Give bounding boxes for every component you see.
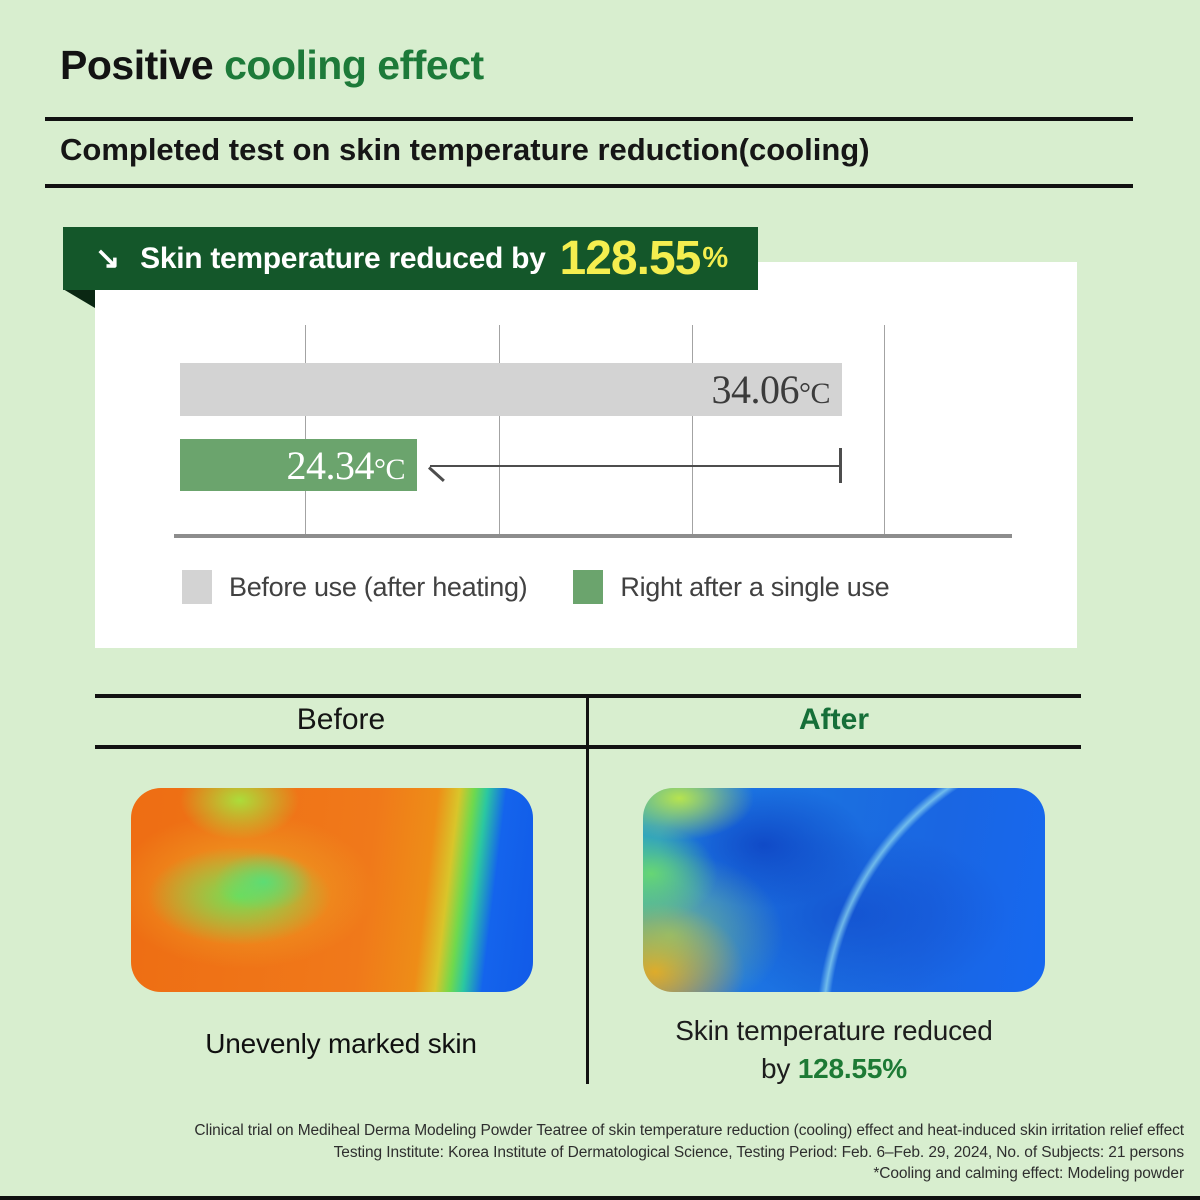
footnote-line: Testing Institute: Korea Institute of De… [333, 1143, 1184, 1161]
thermal-image-after [643, 788, 1045, 992]
legend-swatch-gray [182, 570, 212, 604]
chart-gridline [305, 325, 306, 536]
after-caption: Skin temperature reduced by 128.55% [588, 1012, 1080, 1088]
before-header: Before [296, 703, 386, 736]
page-title-green: cooling effect [224, 42, 484, 88]
chart-gridline [499, 325, 500, 536]
bottom-section-divider [0, 1196, 1200, 1200]
legend-swatch-green [573, 570, 604, 604]
chart-axis-line [174, 534, 1012, 538]
bar-after-use: 24.34°C [180, 439, 417, 491]
thermal-image-before [131, 788, 533, 992]
legend-label-before: Before use (after heating) [229, 571, 528, 602]
legend-item-after: Right after a single use [573, 570, 890, 604]
arrow-down-right-icon: ↘ [95, 241, 121, 275]
chart-gridline [692, 325, 693, 536]
legend-item-before: Before use (after heating) [182, 570, 528, 604]
before-caption: Unevenly marked skin [205, 1028, 477, 1059]
result-badge-label: Skin temperature reduced by [140, 241, 546, 275]
footnote-line: Clinical trial on Mediheal Derma Modelin… [194, 1122, 1184, 1139]
chart-legend: Before use (after heating) Right after a… [182, 570, 890, 604]
footnotes: Clinical trial on Mediheal Derma Modelin… [184, 1120, 1184, 1185]
result-badge-percent: % [702, 242, 729, 274]
page-title: Positive cooling effect [60, 42, 484, 89]
divider-top [45, 117, 1133, 121]
legend-label-after: Right after a single use [620, 571, 890, 602]
result-badge: ↘ Skin temperature reduced by 128.55 % [63, 227, 759, 290]
after-caption-prefix: by [761, 1053, 798, 1084]
page-title-black: Positive [60, 42, 225, 88]
reduction-arrow-endcap [839, 448, 842, 483]
badge-fold-corner [63, 289, 95, 308]
bar-after-value-label: 24.34°C [286, 442, 405, 488]
divider-subtitle [45, 184, 1133, 188]
footnote-line: *Cooling and calming effect: Modeling po… [873, 1165, 1184, 1182]
result-badge-value: 128.55 [559, 232, 702, 285]
chart-gridline [884, 325, 885, 536]
comparison-divider [586, 694, 589, 1084]
after-caption-line1: Skin temperature reduced [675, 1015, 993, 1046]
bar-before-value-label: 34.06°C [711, 367, 830, 412]
bar-before-use: 34.06°C [180, 363, 842, 416]
page-subtitle: Completed test on skin temperature reduc… [60, 132, 870, 167]
after-caption-value: 128.55% [797, 1053, 907, 1084]
after-header: After [798, 703, 869, 736]
reduction-arrow-line [430, 465, 840, 467]
